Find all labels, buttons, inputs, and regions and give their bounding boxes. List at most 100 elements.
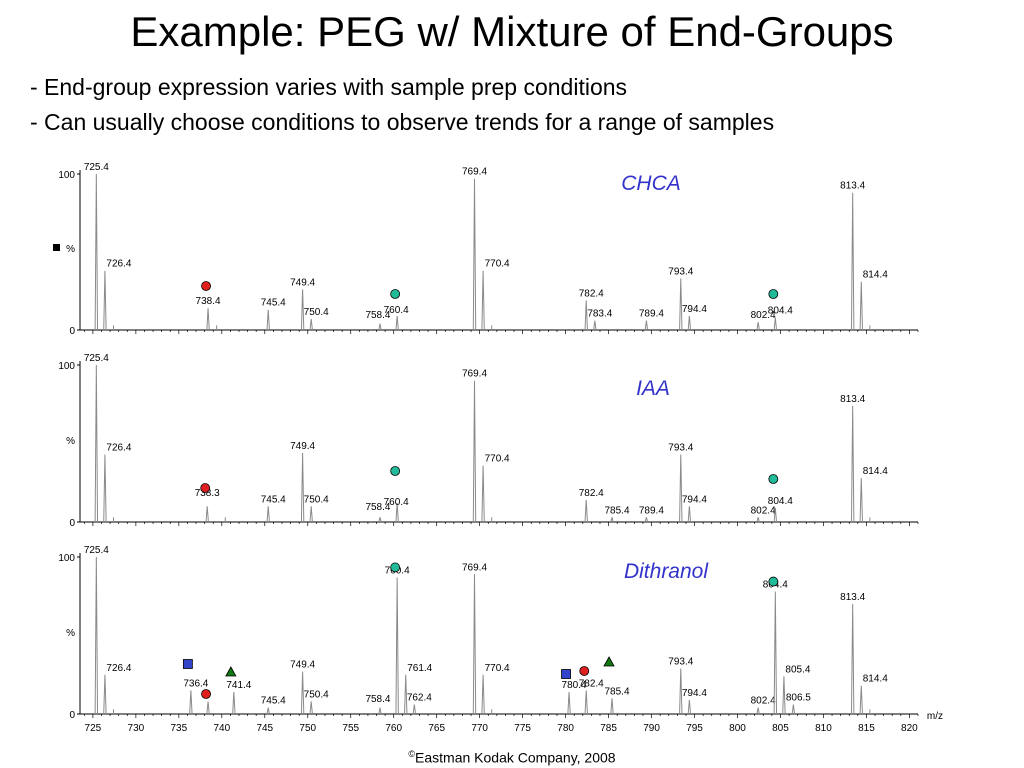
dithranol-peak (679, 668, 683, 715)
chca-y-tick-0: 0 (69, 326, 75, 337)
iaa-peak (395, 503, 399, 523)
chca-y-tick-100: 100 (58, 170, 75, 181)
dithranol-peak (300, 671, 305, 715)
dithranol-x-tick-755: 755 (342, 723, 359, 734)
chca-peak (472, 178, 477, 331)
dithranol-peak (791, 704, 796, 715)
bullet-choose-conditions: - Can usually choose conditions to obser… (30, 109, 775, 135)
chca-matrix-label: CHCA (621, 172, 681, 195)
chca-peak (584, 300, 588, 331)
dithranol-blue-square-marker-icon (561, 669, 571, 679)
iaa-peak-label-804-4: 804.4 (768, 496, 793, 507)
iaa-peak (205, 506, 209, 523)
chca-peak (378, 323, 382, 331)
dithranol-green-triangle-marker-icon (225, 666, 237, 677)
iaa-matrix-label: IAA (636, 377, 670, 400)
dithranol-peak-label-736-4: 736.4 (183, 678, 208, 689)
dithranol-peak-label-794-4: 794.4 (682, 688, 707, 699)
chca-peak (850, 192, 855, 331)
dithranol-peak (404, 674, 408, 715)
dithranol-red-circle-marker-icon (579, 666, 590, 676)
dithranol-peak-label-802-4: 802.4 (751, 696, 776, 707)
dithranol-peak-label-741-4: 741.4 (226, 680, 251, 691)
iaa-peak (266, 506, 270, 523)
dithranol-y-axis-label: % (66, 628, 75, 639)
iaa-peak-label-750-4: 750.4 (304, 494, 329, 505)
copyright-symbol: © (408, 749, 416, 759)
iaa-peak (773, 507, 778, 523)
iaa-peak-label-813-4: 813.4 (840, 394, 865, 405)
dithranol-peak (472, 574, 477, 715)
iaa-peak (481, 465, 485, 523)
dithranol-teal-circle-marker-icon (390, 562, 401, 573)
chca-teal-circle-marker-icon (390, 289, 401, 299)
dithranol-green-triangle-marker-icon (603, 656, 615, 667)
iaa-peak (472, 380, 477, 523)
dithranol-x-tick-740: 740 (213, 723, 230, 734)
dithranol-x-tick-800: 800 (729, 723, 746, 734)
iaa-peak-label-794-4: 794.4 (682, 494, 707, 505)
dithranol-red-circle-marker-icon (201, 689, 211, 699)
slide-title: Example: PEG w/ Mixture of End-Groups (130, 8, 894, 55)
iaa-peak-label-770-4: 770.4 (485, 453, 510, 464)
dithranol-peak (567, 691, 571, 715)
dithranol-peak (584, 690, 588, 715)
dithranol-x-tick-730: 730 (128, 723, 145, 734)
iaa-peak-label-760-4: 760.4 (384, 497, 409, 508)
chca-peak-label-760-4: 760.4 (384, 305, 409, 316)
dithranol-peak (206, 701, 210, 715)
chca-peak (859, 281, 863, 331)
iaa-peak (756, 517, 760, 523)
chca-peak (687, 315, 692, 331)
iaa-peak (850, 405, 855, 523)
dithranol-peak-label-750-4: 750.4 (304, 689, 329, 700)
chca-peak (300, 289, 305, 331)
dithranol-x-axis-label: m/z (927, 711, 943, 722)
dithranol-peak-label-758-4: 758.4 (365, 694, 390, 705)
dithranol-peak-label-814-4: 814.4 (863, 674, 888, 685)
iaa-peak-label-793-4: 793.4 (668, 442, 693, 453)
iaa-peak-label-738-3: 738.3 (195, 488, 220, 499)
chca-peak-label-750-4: 750.4 (304, 307, 329, 318)
dithranol-peak (189, 690, 193, 715)
chca-peak (103, 270, 107, 331)
iaa-peak (644, 517, 649, 523)
chca-peak (266, 309, 270, 331)
chca-peak (206, 308, 210, 331)
chca-peak-label-745-4: 745.4 (261, 298, 286, 309)
dithranol-peak-label-726-4: 726.4 (106, 663, 131, 674)
chca-peak-label-758-4: 758.4 (365, 310, 390, 321)
iaa-peak-label-769-4: 769.4 (462, 369, 487, 380)
chca-peak-label-738-4: 738.4 (196, 296, 221, 307)
dithranol-blue-square-marker-icon (182, 659, 193, 669)
iaa-red-circle-marker-icon (200, 483, 211, 493)
chca-peak-label-794-4: 794.4 (682, 304, 707, 315)
dithranol-x-tick-795: 795 (686, 723, 703, 734)
iaa-peak (94, 364, 99, 523)
chca-peak (644, 320, 649, 331)
dithranol-x-tick-815: 815 (858, 723, 875, 734)
chca-peak (593, 320, 597, 331)
iaa-peak-label-814-4: 814.4 (863, 466, 888, 477)
dithranol-x-tick-770: 770 (471, 723, 488, 734)
chca-peak (395, 315, 399, 331)
iaa-peak-label-802-4: 802.4 (751, 505, 776, 516)
iaa-peak-label-758-4: 758.4 (365, 502, 390, 513)
chca-peak-label-813-4: 813.4 (840, 181, 865, 192)
dithranol-peak-label-805-4: 805.4 (785, 664, 810, 675)
dithranol-x-tick-765: 765 (428, 723, 445, 734)
dithranol-matrix-label: Dithranol (624, 560, 709, 583)
iaa-peak-label-725-4: 725.4 (84, 353, 109, 364)
dithranol-peak-label-780-4: 780.4 (562, 680, 587, 691)
iaa-teal-circle-marker-icon (390, 466, 401, 476)
dithranol-y-tick-0: 0 (69, 710, 75, 721)
chca-peak-label-802-4: 802.4 (751, 310, 776, 321)
chca-peak-label-726-4: 726.4 (106, 259, 131, 270)
dithranol-peak (773, 591, 778, 715)
chca-peak-label-769-4: 769.4 (462, 167, 487, 178)
dithranol-peak (94, 556, 99, 715)
chca-teal-circle-marker-icon (768, 289, 779, 299)
iaa-peak-label-726-4: 726.4 (106, 442, 131, 453)
chca-peak (309, 319, 313, 331)
dithranol-x-tick-785: 785 (600, 723, 617, 734)
